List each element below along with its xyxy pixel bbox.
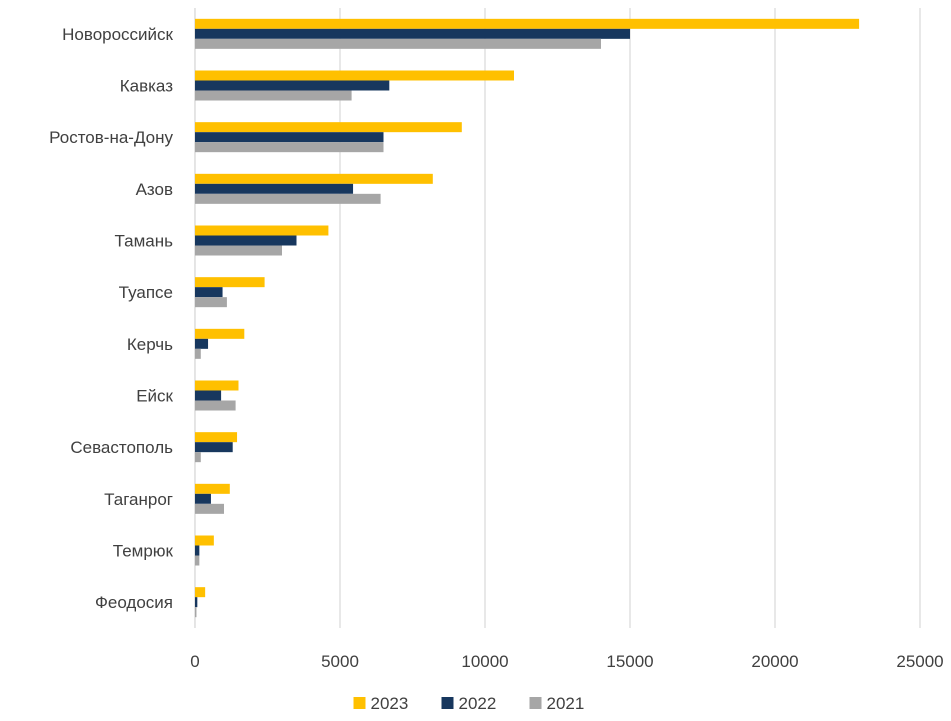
category-label: Феодосия bbox=[95, 593, 173, 612]
bar-2023 bbox=[195, 380, 239, 391]
x-axis-tick-labels: 0 5000 10000 15000 20000 25000 bbox=[190, 652, 943, 671]
bar-2021 bbox=[195, 142, 384, 153]
bar-2022 bbox=[195, 442, 233, 453]
bar-2022 bbox=[195, 132, 384, 143]
x-tick-label: 0 bbox=[190, 652, 199, 671]
bar-2021 bbox=[195, 452, 201, 463]
x-tick-label: 15000 bbox=[606, 652, 653, 671]
legend: 2023 2022 2021 bbox=[353, 694, 585, 713]
legend-label: 2022 bbox=[459, 694, 497, 713]
bar-2023 bbox=[195, 432, 238, 443]
category-label: Тамань bbox=[115, 232, 174, 251]
bar-2022 bbox=[195, 28, 630, 39]
bar-2021 bbox=[195, 193, 381, 204]
gridlines bbox=[194, 8, 921, 628]
category-label: Темрюк bbox=[113, 542, 174, 561]
legend-swatch-2023 bbox=[353, 697, 366, 709]
bar-2022 bbox=[195, 545, 200, 556]
category-label: Кавказ bbox=[120, 77, 173, 96]
bar-2021 bbox=[195, 607, 197, 618]
bar-2023 bbox=[195, 328, 245, 339]
category-labels: Новороссийск Кавказ Ростов-на-Дону Азов Тама… bbox=[49, 25, 173, 612]
bar-2021 bbox=[195, 245, 282, 256]
bar-2023 bbox=[195, 122, 462, 133]
x-tick-label: 25000 bbox=[896, 652, 943, 671]
bar-2021 bbox=[195, 90, 352, 101]
legend-swatch-2022 bbox=[441, 697, 454, 709]
bar-2023 bbox=[195, 70, 514, 81]
bar-2023 bbox=[195, 587, 206, 598]
category-label: Севастополь bbox=[70, 438, 173, 457]
bar-2022 bbox=[195, 80, 390, 91]
bar-2022 bbox=[195, 287, 223, 298]
bar-2023 bbox=[195, 483, 230, 494]
bar-2021 bbox=[195, 555, 200, 566]
legend-swatch-2021 bbox=[529, 697, 542, 709]
category-label: Ростов-на-Дону bbox=[49, 128, 173, 147]
bar-2023 bbox=[195, 535, 214, 546]
category-label: Керчь bbox=[127, 335, 173, 354]
bar-2023 bbox=[195, 173, 433, 184]
bars bbox=[195, 18, 860, 618]
x-tick-label: 5000 bbox=[321, 652, 359, 671]
legend-label: 2021 bbox=[547, 694, 585, 713]
legend-label: 2023 bbox=[371, 694, 409, 713]
x-tick-label: 10000 bbox=[461, 652, 508, 671]
bar-2021 bbox=[195, 400, 236, 411]
category-label: Туапсе bbox=[119, 283, 173, 302]
x-tick-label: 20000 bbox=[751, 652, 798, 671]
bar-2023 bbox=[195, 18, 860, 29]
category-label: Таганрог bbox=[104, 490, 173, 509]
bar-2023 bbox=[195, 225, 329, 236]
bar-2022 bbox=[195, 597, 198, 608]
bar-2022 bbox=[195, 493, 211, 504]
bar-2021 bbox=[195, 503, 224, 514]
bar-2022 bbox=[195, 390, 222, 401]
bar-2021 bbox=[195, 297, 227, 308]
bar-2023 bbox=[195, 277, 265, 288]
bar-2022 bbox=[195, 338, 209, 349]
bar-2022 bbox=[195, 183, 354, 194]
bar-2022 bbox=[195, 235, 297, 246]
category-label: Новороссийск bbox=[62, 25, 173, 44]
category-label: Азов bbox=[136, 180, 173, 199]
category-label: Ейск bbox=[136, 387, 173, 406]
bar-2021 bbox=[195, 38, 601, 49]
bar-2021 bbox=[195, 348, 201, 359]
